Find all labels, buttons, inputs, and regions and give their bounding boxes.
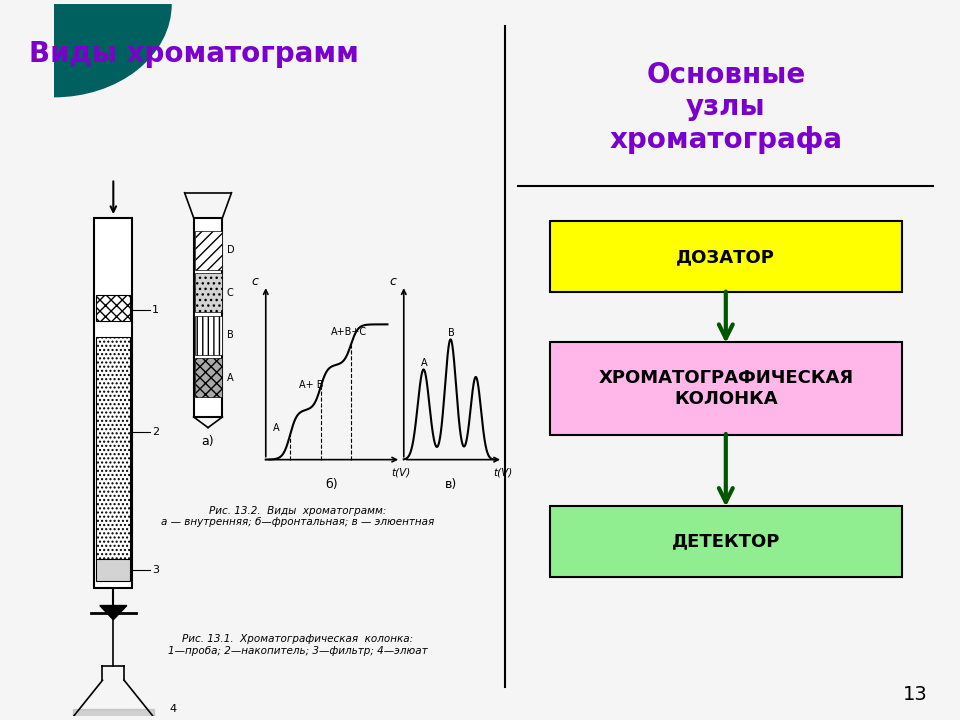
Bar bbox=[195, 231, 222, 270]
Bar bbox=[96, 337, 131, 559]
Text: A: A bbox=[227, 372, 233, 382]
Text: C: C bbox=[227, 288, 233, 298]
Text: ДЕТЕКТОР: ДЕТЕКТОР bbox=[672, 533, 780, 551]
Text: c: c bbox=[390, 275, 396, 288]
Text: A+B+C: A+B+C bbox=[330, 327, 367, 337]
Text: 13: 13 bbox=[902, 685, 927, 704]
FancyBboxPatch shape bbox=[550, 342, 901, 435]
Text: B: B bbox=[227, 330, 233, 340]
Text: 3: 3 bbox=[152, 565, 159, 575]
Polygon shape bbox=[73, 708, 154, 719]
Text: D: D bbox=[227, 246, 234, 256]
Text: A: A bbox=[421, 358, 428, 368]
Text: t(V): t(V) bbox=[392, 467, 411, 477]
Text: B: B bbox=[448, 328, 455, 338]
Bar bbox=[96, 559, 131, 580]
Text: б): б) bbox=[324, 478, 338, 491]
Text: 2: 2 bbox=[152, 427, 159, 437]
Text: A+ B: A+ B bbox=[299, 380, 324, 390]
Text: 4: 4 bbox=[169, 703, 177, 714]
FancyBboxPatch shape bbox=[550, 506, 901, 577]
Bar bbox=[195, 274, 222, 312]
Bar bbox=[195, 358, 222, 397]
Bar bbox=[195, 315, 222, 355]
Text: Рис. 13.1.  Хроматографическая  колонка:
1—проба; 2—накопитель; 3—фильтр; 4—элюа: Рис. 13.1. Хроматографическая колонка: 1… bbox=[168, 634, 427, 656]
Text: а): а) bbox=[202, 436, 214, 449]
Polygon shape bbox=[100, 606, 127, 620]
Text: ХРОМАТОГРАФИЧЕСКАЯ
КОЛОНКА: ХРОМАТОГРАФИЧЕСКАЯ КОЛОНКА bbox=[598, 369, 853, 408]
Text: 1: 1 bbox=[152, 305, 159, 315]
Text: t(V): t(V) bbox=[493, 467, 513, 477]
Text: в): в) bbox=[445, 478, 457, 491]
Text: A: A bbox=[274, 423, 280, 433]
Bar bbox=[194, 217, 223, 417]
FancyBboxPatch shape bbox=[550, 221, 901, 292]
Wedge shape bbox=[54, 4, 171, 96]
Bar bbox=[94, 217, 132, 588]
Text: ДОЗАТОР: ДОЗАТОР bbox=[677, 248, 776, 266]
Text: Рис. 13.2.  Виды  хроматограмм:
a — внутренняя; б—фронтальная; в — элюентная: Рис. 13.2. Виды хроматограмм: a — внутре… bbox=[160, 506, 434, 528]
Bar bbox=[96, 295, 131, 321]
Text: Виды хроматограмм: Виды хроматограмм bbox=[29, 40, 358, 68]
Text: Основные
узлы
хроматографа: Основные узлы хроматографа bbox=[610, 61, 842, 154]
Text: c: c bbox=[252, 275, 258, 288]
